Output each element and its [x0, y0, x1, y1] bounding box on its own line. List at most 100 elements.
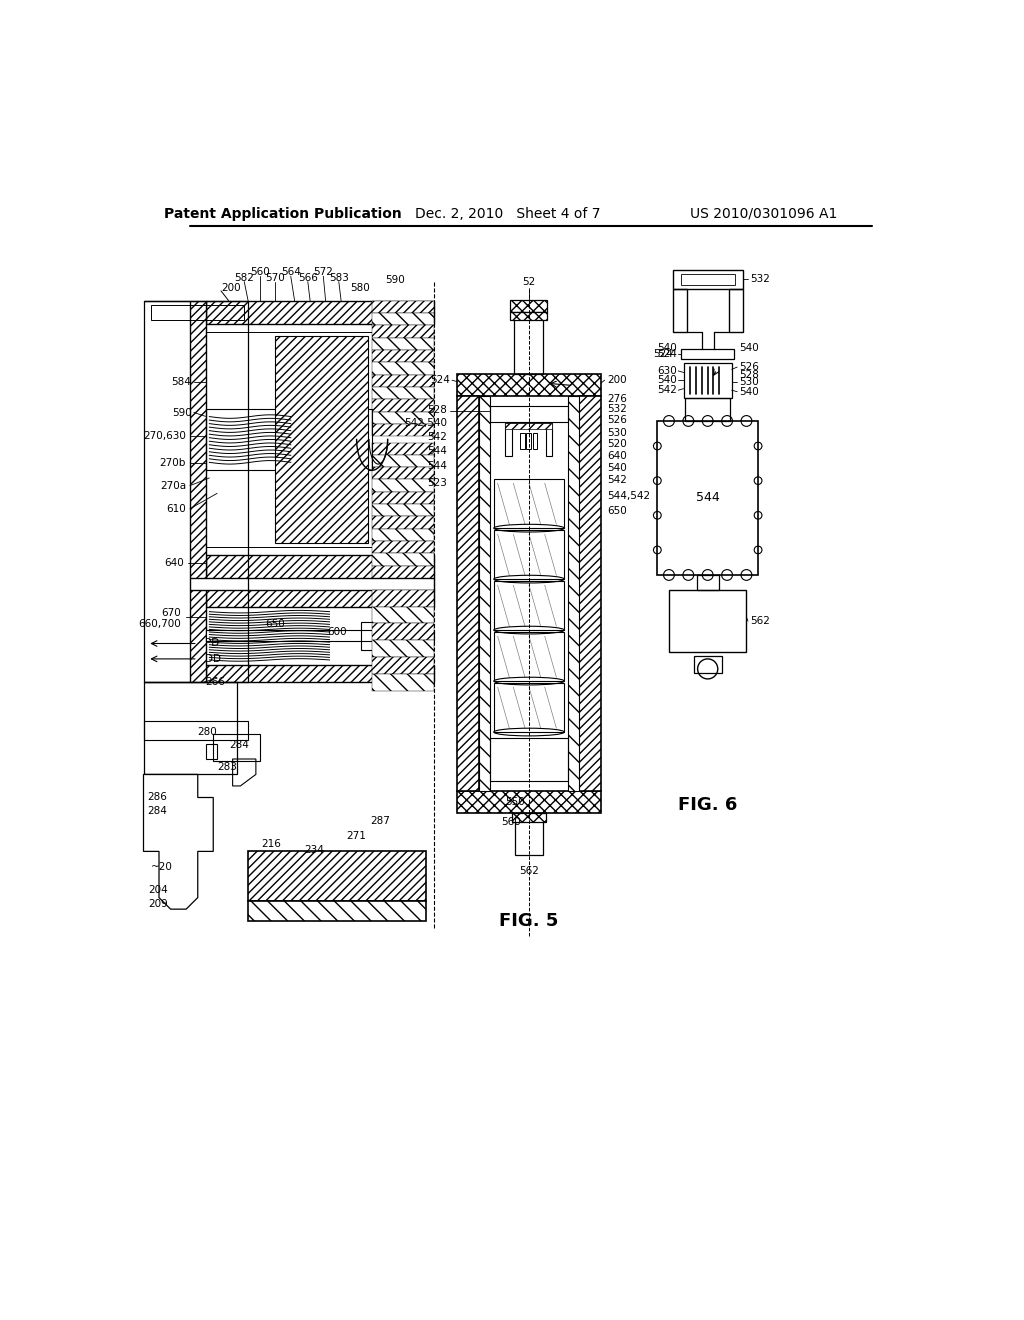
Bar: [506, 424, 552, 429]
Text: ~20: ~20: [152, 862, 173, 871]
Bar: [729, 289, 742, 331]
Text: 562: 562: [519, 866, 539, 875]
Bar: [372, 400, 434, 412]
Bar: [693, 656, 722, 673]
Bar: [372, 529, 434, 541]
Text: 524: 524: [653, 348, 673, 359]
Bar: [372, 504, 434, 516]
Bar: [372, 479, 434, 492]
Text: 540: 540: [738, 343, 759, 352]
Text: 660,700: 660,700: [138, 619, 180, 630]
Text: 630: 630: [657, 366, 677, 376]
Text: 204: 204: [148, 884, 168, 895]
Text: 650: 650: [607, 506, 627, 516]
Bar: [213, 734, 260, 762]
Text: 283: 283: [217, 762, 237, 772]
Text: 528: 528: [738, 370, 759, 380]
Text: 270b: 270b: [160, 458, 186, 467]
Bar: [685, 397, 730, 421]
Bar: [526, 433, 531, 449]
Text: 570: 570: [265, 273, 285, 282]
Text: 234: 234: [304, 845, 324, 855]
Text: 532: 532: [607, 404, 627, 414]
Text: 590: 590: [172, 408, 191, 417]
Bar: [372, 301, 434, 313]
Bar: [494, 632, 564, 681]
Text: Dec. 2, 2010   Sheet 4 of 7: Dec. 2, 2010 Sheet 4 of 7: [415, 207, 600, 220]
Bar: [514, 313, 544, 374]
Bar: [489, 738, 568, 780]
Bar: [372, 326, 434, 338]
Text: 286: 286: [146, 792, 167, 803]
Text: 530: 530: [607, 428, 627, 437]
Text: 562: 562: [751, 616, 770, 626]
Bar: [568, 396, 579, 792]
Bar: [372, 338, 434, 350]
Bar: [372, 424, 434, 437]
Bar: [143, 721, 248, 739]
Text: 550: 550: [506, 797, 525, 807]
Text: 523: 523: [427, 478, 447, 488]
Text: 200: 200: [607, 375, 627, 385]
Text: 583: 583: [329, 273, 349, 282]
Text: 610: 610: [166, 504, 186, 513]
Text: 284: 284: [228, 741, 249, 750]
Text: 280: 280: [198, 727, 217, 737]
Text: 544,542: 544,542: [607, 491, 650, 500]
Text: 520: 520: [607, 440, 627, 449]
Text: 640: 640: [607, 450, 627, 461]
Bar: [684, 363, 732, 397]
Text: 544: 544: [696, 491, 720, 504]
Bar: [494, 479, 564, 528]
Text: 284: 284: [146, 807, 167, 816]
Text: 266: 266: [206, 677, 225, 686]
Bar: [510, 300, 547, 313]
Text: 560: 560: [502, 817, 521, 828]
Bar: [206, 554, 434, 578]
Text: 540: 540: [657, 375, 677, 385]
Bar: [372, 657, 434, 675]
Text: 276: 276: [607, 395, 627, 404]
Text: 532: 532: [751, 275, 770, 284]
Text: 560: 560: [250, 268, 269, 277]
Bar: [206, 743, 217, 759]
Bar: [515, 813, 543, 855]
Text: 542,540: 542,540: [404, 418, 447, 428]
Text: 270a: 270a: [160, 480, 186, 491]
Bar: [372, 640, 434, 657]
Bar: [190, 590, 206, 682]
Text: 540: 540: [607, 463, 627, 473]
Text: 584: 584: [172, 376, 191, 387]
Text: 640: 640: [164, 557, 183, 568]
Text: 524: 524: [656, 348, 677, 359]
Text: 590: 590: [385, 275, 406, 285]
Bar: [673, 289, 687, 331]
Text: US 2010/0301096 A1: US 2010/0301096 A1: [690, 207, 838, 220]
Text: 600: 600: [328, 627, 347, 638]
Bar: [248, 902, 426, 921]
Bar: [190, 301, 206, 578]
Bar: [673, 271, 742, 289]
Text: 650: 650: [265, 619, 285, 630]
Text: 270,630: 270,630: [143, 430, 186, 441]
Text: 670: 670: [161, 607, 180, 618]
Bar: [681, 275, 735, 285]
Bar: [372, 675, 434, 692]
Bar: [458, 792, 601, 813]
Bar: [206, 590, 434, 607]
Bar: [681, 348, 734, 359]
Text: 540: 540: [738, 387, 759, 397]
Text: 287: 287: [370, 816, 390, 825]
Text: 564: 564: [281, 268, 301, 277]
Bar: [372, 566, 434, 578]
Bar: [657, 421, 758, 576]
Bar: [494, 684, 564, 733]
Bar: [489, 407, 568, 422]
Bar: [372, 455, 434, 467]
Text: 540: 540: [657, 343, 677, 352]
Text: PD: PD: [206, 639, 220, 648]
Text: 544: 544: [427, 462, 447, 471]
Text: 542: 542: [427, 432, 447, 442]
Bar: [372, 590, 434, 607]
Bar: [360, 622, 391, 649]
